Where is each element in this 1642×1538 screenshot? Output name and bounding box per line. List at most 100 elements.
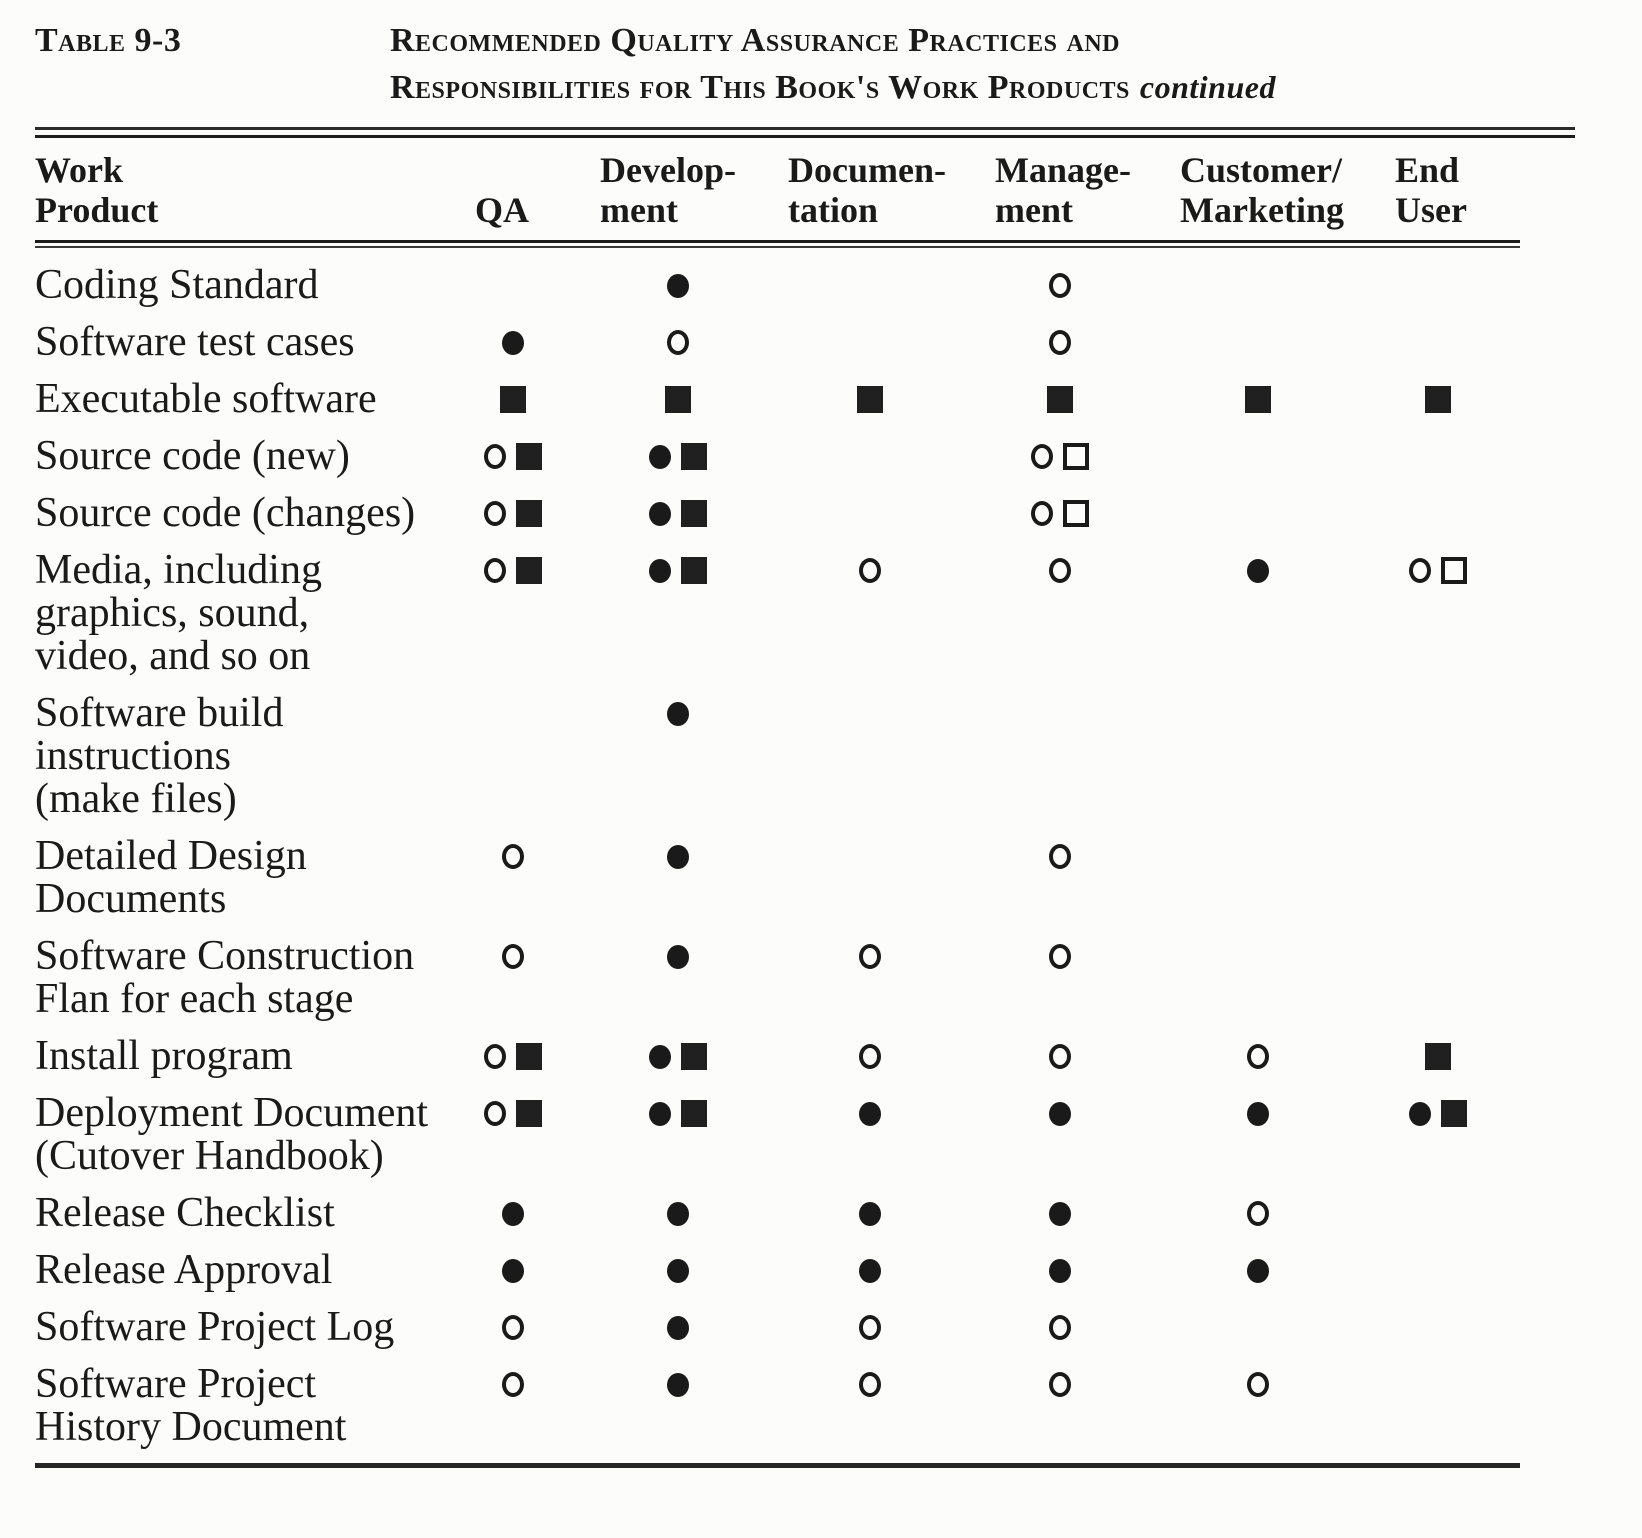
symbol-cell-development	[575, 492, 780, 535]
table-title-line2: Responsibilities for This Book's Work Pr…	[390, 64, 1276, 111]
symbol-cell-end_user	[1355, 1192, 1520, 1235]
symbol-cell-management	[960, 835, 1160, 878]
work-product-label-line: video, and so on	[35, 633, 311, 679]
column-header-line: QA	[475, 190, 529, 230]
filled-circle-icon	[501, 1201, 524, 1226]
symbol-cell-development	[575, 549, 780, 592]
symbol-cell-end_user	[1355, 1092, 1520, 1135]
table-title-line2-text: Responsibilities for This Book's Work Pr…	[390, 69, 1130, 106]
symbol-cell-qa	[450, 1249, 575, 1292]
symbol-cell-documentation	[780, 1249, 960, 1292]
open-circle-icon	[1049, 1315, 1071, 1340]
symbol-cell-customer_marketing	[1160, 835, 1355, 878]
open-circle-icon	[483, 1044, 506, 1069]
filled-circle-icon	[1049, 1101, 1071, 1126]
symbol-cell-development	[575, 435, 780, 478]
filled-circle-icon	[1049, 1258, 1071, 1283]
filled-square-icon	[664, 386, 691, 413]
filled-square-icon	[680, 1100, 707, 1127]
symbol-cell-management	[960, 492, 1160, 535]
work-product-label-line: Software Project	[35, 1361, 317, 1407]
table-title-line1: Recommended Quality Assurance Practices …	[390, 22, 1121, 59]
symbol-cell-documentation	[780, 1306, 960, 1349]
symbol-cell-management	[960, 1092, 1160, 1135]
open-circle-icon	[1049, 1372, 1071, 1397]
work-product-cell: Source code (new)	[35, 435, 450, 478]
filled-square-icon	[515, 500, 542, 527]
symbol-cell-documentation	[780, 1092, 960, 1135]
work-product-label-line: (Cutover Handbook)	[35, 1133, 384, 1179]
header-rule-line	[35, 240, 1520, 243]
open-circle-icon	[1049, 844, 1071, 869]
symbol-cell-end_user	[1355, 264, 1520, 307]
filled-square-icon	[857, 386, 883, 413]
symbol-cell-end_user	[1355, 1249, 1520, 1292]
open-circle-icon	[666, 330, 689, 355]
open-circle-icon	[1246, 1044, 1269, 1069]
symbol-cell-development	[575, 1092, 780, 1135]
open-circle-icon	[501, 844, 524, 869]
column-header-line: User	[1395, 190, 1467, 230]
symbol-cell-customer_marketing	[1160, 1192, 1355, 1235]
header-rule-line	[35, 246, 1520, 248]
symbol-cell-customer_marketing	[1160, 1363, 1355, 1406]
symbol-cell-end_user	[1355, 835, 1520, 878]
work-product-label-line: Install program	[35, 1033, 293, 1079]
open-circle-icon	[483, 1101, 506, 1126]
open-circle-icon	[483, 501, 506, 526]
symbol-cell-customer_marketing	[1160, 492, 1355, 535]
table-caption: Table 9-3 Recommended Quality Assurance …	[35, 18, 1642, 111]
work-product-cell: Media, including graphics, sound, video, a…	[35, 549, 450, 678]
filled-square-icon	[680, 557, 707, 584]
table-title: Recommended Quality Assurance Practices …	[390, 18, 1276, 111]
filled-circle-icon	[666, 1315, 689, 1340]
column-header-line: Manage-	[995, 150, 1131, 190]
filled-square-icon	[515, 1043, 542, 1070]
work-product-cell: Deployment Document (Cutover Handbook)	[35, 1092, 450, 1178]
open-circle-icon	[501, 1372, 524, 1397]
filled-square-icon	[515, 557, 542, 584]
filled-circle-icon	[1246, 558, 1269, 583]
filled-square-icon	[680, 500, 707, 527]
symbol-cell-documentation	[780, 1192, 960, 1235]
symbol-cell-documentation	[780, 1035, 960, 1078]
work-product-cell: Software Project History Document	[35, 1363, 450, 1449]
filled-square-icon	[515, 1100, 542, 1127]
open-circle-icon	[859, 944, 881, 969]
table-row: Software Construction Flan for each stage	[35, 935, 1642, 1021]
top-double-rule	[35, 127, 1575, 138]
symbol-cell-customer_marketing	[1160, 1306, 1355, 1349]
filled-circle-icon	[501, 1258, 524, 1283]
bottom-rule	[35, 1463, 1520, 1468]
open-circle-icon	[501, 1315, 524, 1340]
filled-square-icon	[1440, 1100, 1467, 1127]
column-header-line: Marketing	[1180, 190, 1344, 230]
table-row: Software test cases	[35, 321, 1642, 364]
filled-circle-icon	[501, 330, 524, 355]
open-circle-icon	[501, 944, 524, 969]
work-product-cell: Source code (changes)	[35, 492, 450, 535]
open-square-icon	[1063, 443, 1089, 470]
symbol-cell-customer_marketing	[1160, 935, 1355, 978]
table-row: Detailed Design Documents	[35, 835, 1642, 921]
column-header-line: ment	[995, 190, 1073, 230]
column-header-end_user: End User	[1355, 150, 1520, 230]
filled-square-icon	[1424, 386, 1451, 413]
open-circle-icon	[1031, 444, 1053, 469]
work-product-label-line: Coding Standard	[35, 262, 319, 308]
work-product-label-line: Documents	[35, 876, 227, 922]
symbol-cell-qa	[450, 492, 575, 535]
symbol-cell-end_user	[1355, 1363, 1520, 1406]
column-header-line: Develop-	[600, 150, 736, 190]
work-product-cell: Install program	[35, 1035, 450, 1078]
symbol-cell-end_user	[1355, 1306, 1520, 1349]
work-product-label-line: Software build	[35, 690, 284, 736]
symbol-cell-management	[960, 1192, 1160, 1235]
filled-circle-icon	[666, 844, 689, 869]
symbol-cell-management	[960, 692, 1160, 735]
symbol-cell-end_user	[1355, 435, 1520, 478]
column-header-line: Work	[35, 150, 124, 190]
symbol-cell-end_user	[1355, 321, 1520, 364]
work-product-cell: Detailed Design Documents	[35, 835, 450, 921]
open-circle-icon	[1408, 558, 1431, 583]
